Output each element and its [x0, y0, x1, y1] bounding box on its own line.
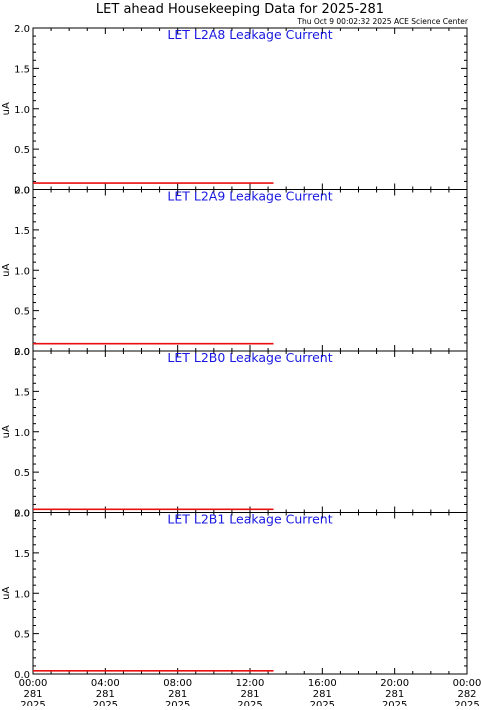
chart-panels: 0.0 0.5 1.0 1.5 2.0 uA LET L2A8 Leakage Curren…: [1, 24, 481, 710]
plot-frame: [32, 350, 468, 513]
x-tick-label-doy: 282: [457, 689, 476, 700]
panel-title: LET L2B0 Leakage Current: [167, 350, 332, 365]
y-tick-label: 1.5: [14, 226, 30, 237]
generation-timestamp: Thu Oct 9 00:02:32 2025 ACE Science Cent…: [296, 17, 468, 26]
y-tick-label: 0.0: [14, 509, 30, 520]
y-axis-label: uA: [1, 102, 12, 115]
plot-frame: [32, 512, 468, 675]
panel-title: LET L2A9 Leakage Current: [167, 189, 332, 204]
x-tick-label-year: 2025: [165, 700, 190, 706]
x-tick-label-doy: 281: [96, 689, 115, 700]
x-tick-label-doy: 281: [313, 689, 332, 700]
x-tick-label-year: 2025: [93, 700, 118, 706]
y-tick-label: 0.0: [14, 670, 30, 681]
chart-panel: 0.0 0.5 1.0 1.5 2.0 uA LET L2B1 Leakage Curren…: [1, 509, 481, 710]
y-tick-label: 2.0: [14, 347, 30, 358]
y-axis-label: uA: [1, 425, 12, 438]
chart-panel: 0.0 0.5 1.0 1.5 2.0 uA LET L2A8 Leakage Curren…: [1, 24, 468, 197]
y-tick-label: 0.0: [14, 186, 30, 197]
x-tick-label-year: 2025: [310, 700, 335, 706]
x-tick-label-doy: 281: [168, 689, 187, 700]
chart-panel: 0.0 0.5 1.0 1.5 2.0 uA LET L2B0 Leakage Curren…: [1, 347, 468, 520]
x-tick-label-time: 08:00: [163, 678, 192, 689]
y-tick-label: 2.0: [14, 24, 30, 35]
x-tick-label-time: 00:00: [19, 678, 48, 689]
plot-frame: [32, 27, 468, 190]
y-tick-label: 1.5: [14, 64, 30, 75]
y-tick-label: 2.0: [14, 509, 30, 520]
y-tick-label: 0.5: [14, 145, 30, 156]
y-axis-label: uA: [1, 264, 12, 277]
panel-title: LET L2A8 Leakage Current: [167, 27, 332, 42]
y-tick-label: 1.0: [14, 428, 30, 439]
y-tick-label: 0.5: [14, 630, 30, 641]
x-tick-label-time: 20:00: [380, 678, 409, 689]
plot-frame: [32, 189, 468, 352]
x-tick-label-time: 12:00: [236, 678, 265, 689]
y-tick-label: 1.5: [14, 387, 30, 398]
x-tick-label-year: 2025: [20, 700, 45, 706]
chart-panel: 0.0 0.5 1.0 1.5 2.0 uA LET L2A9 Leakage Curren…: [1, 186, 468, 358]
y-tick-label: 1.0: [14, 266, 30, 277]
x-tick-label-doy: 281: [385, 689, 404, 700]
y-tick-label: 0.5: [14, 307, 30, 318]
x-tick-label-time: 04:00: [91, 678, 120, 689]
y-tick-label: 1.5: [14, 549, 30, 560]
x-tick-label-doy: 281: [23, 689, 42, 700]
y-tick-label: 1.0: [14, 105, 30, 116]
x-tick-label-year: 2025: [382, 700, 407, 706]
y-tick-label: 0.5: [14, 468, 30, 479]
x-tick-label-year: 2025: [454, 700, 479, 706]
x-tick-label-year: 2025: [237, 700, 262, 706]
figure-title: LET ahead Housekeeping Data for 2025-281: [96, 2, 384, 17]
y-tick-label: 1.0: [14, 589, 30, 600]
panel-title: LET L2B1 Leakage Current: [167, 512, 332, 527]
y-tick-label: 2.0: [14, 186, 30, 197]
x-tick-label-time: 00:00: [453, 678, 481, 689]
x-tick-label-doy: 281: [240, 689, 259, 700]
y-axis-label: uA: [1, 587, 12, 600]
y-tick-label: 0.0: [14, 347, 30, 358]
x-tick-label-time: 16:00: [308, 678, 337, 689]
